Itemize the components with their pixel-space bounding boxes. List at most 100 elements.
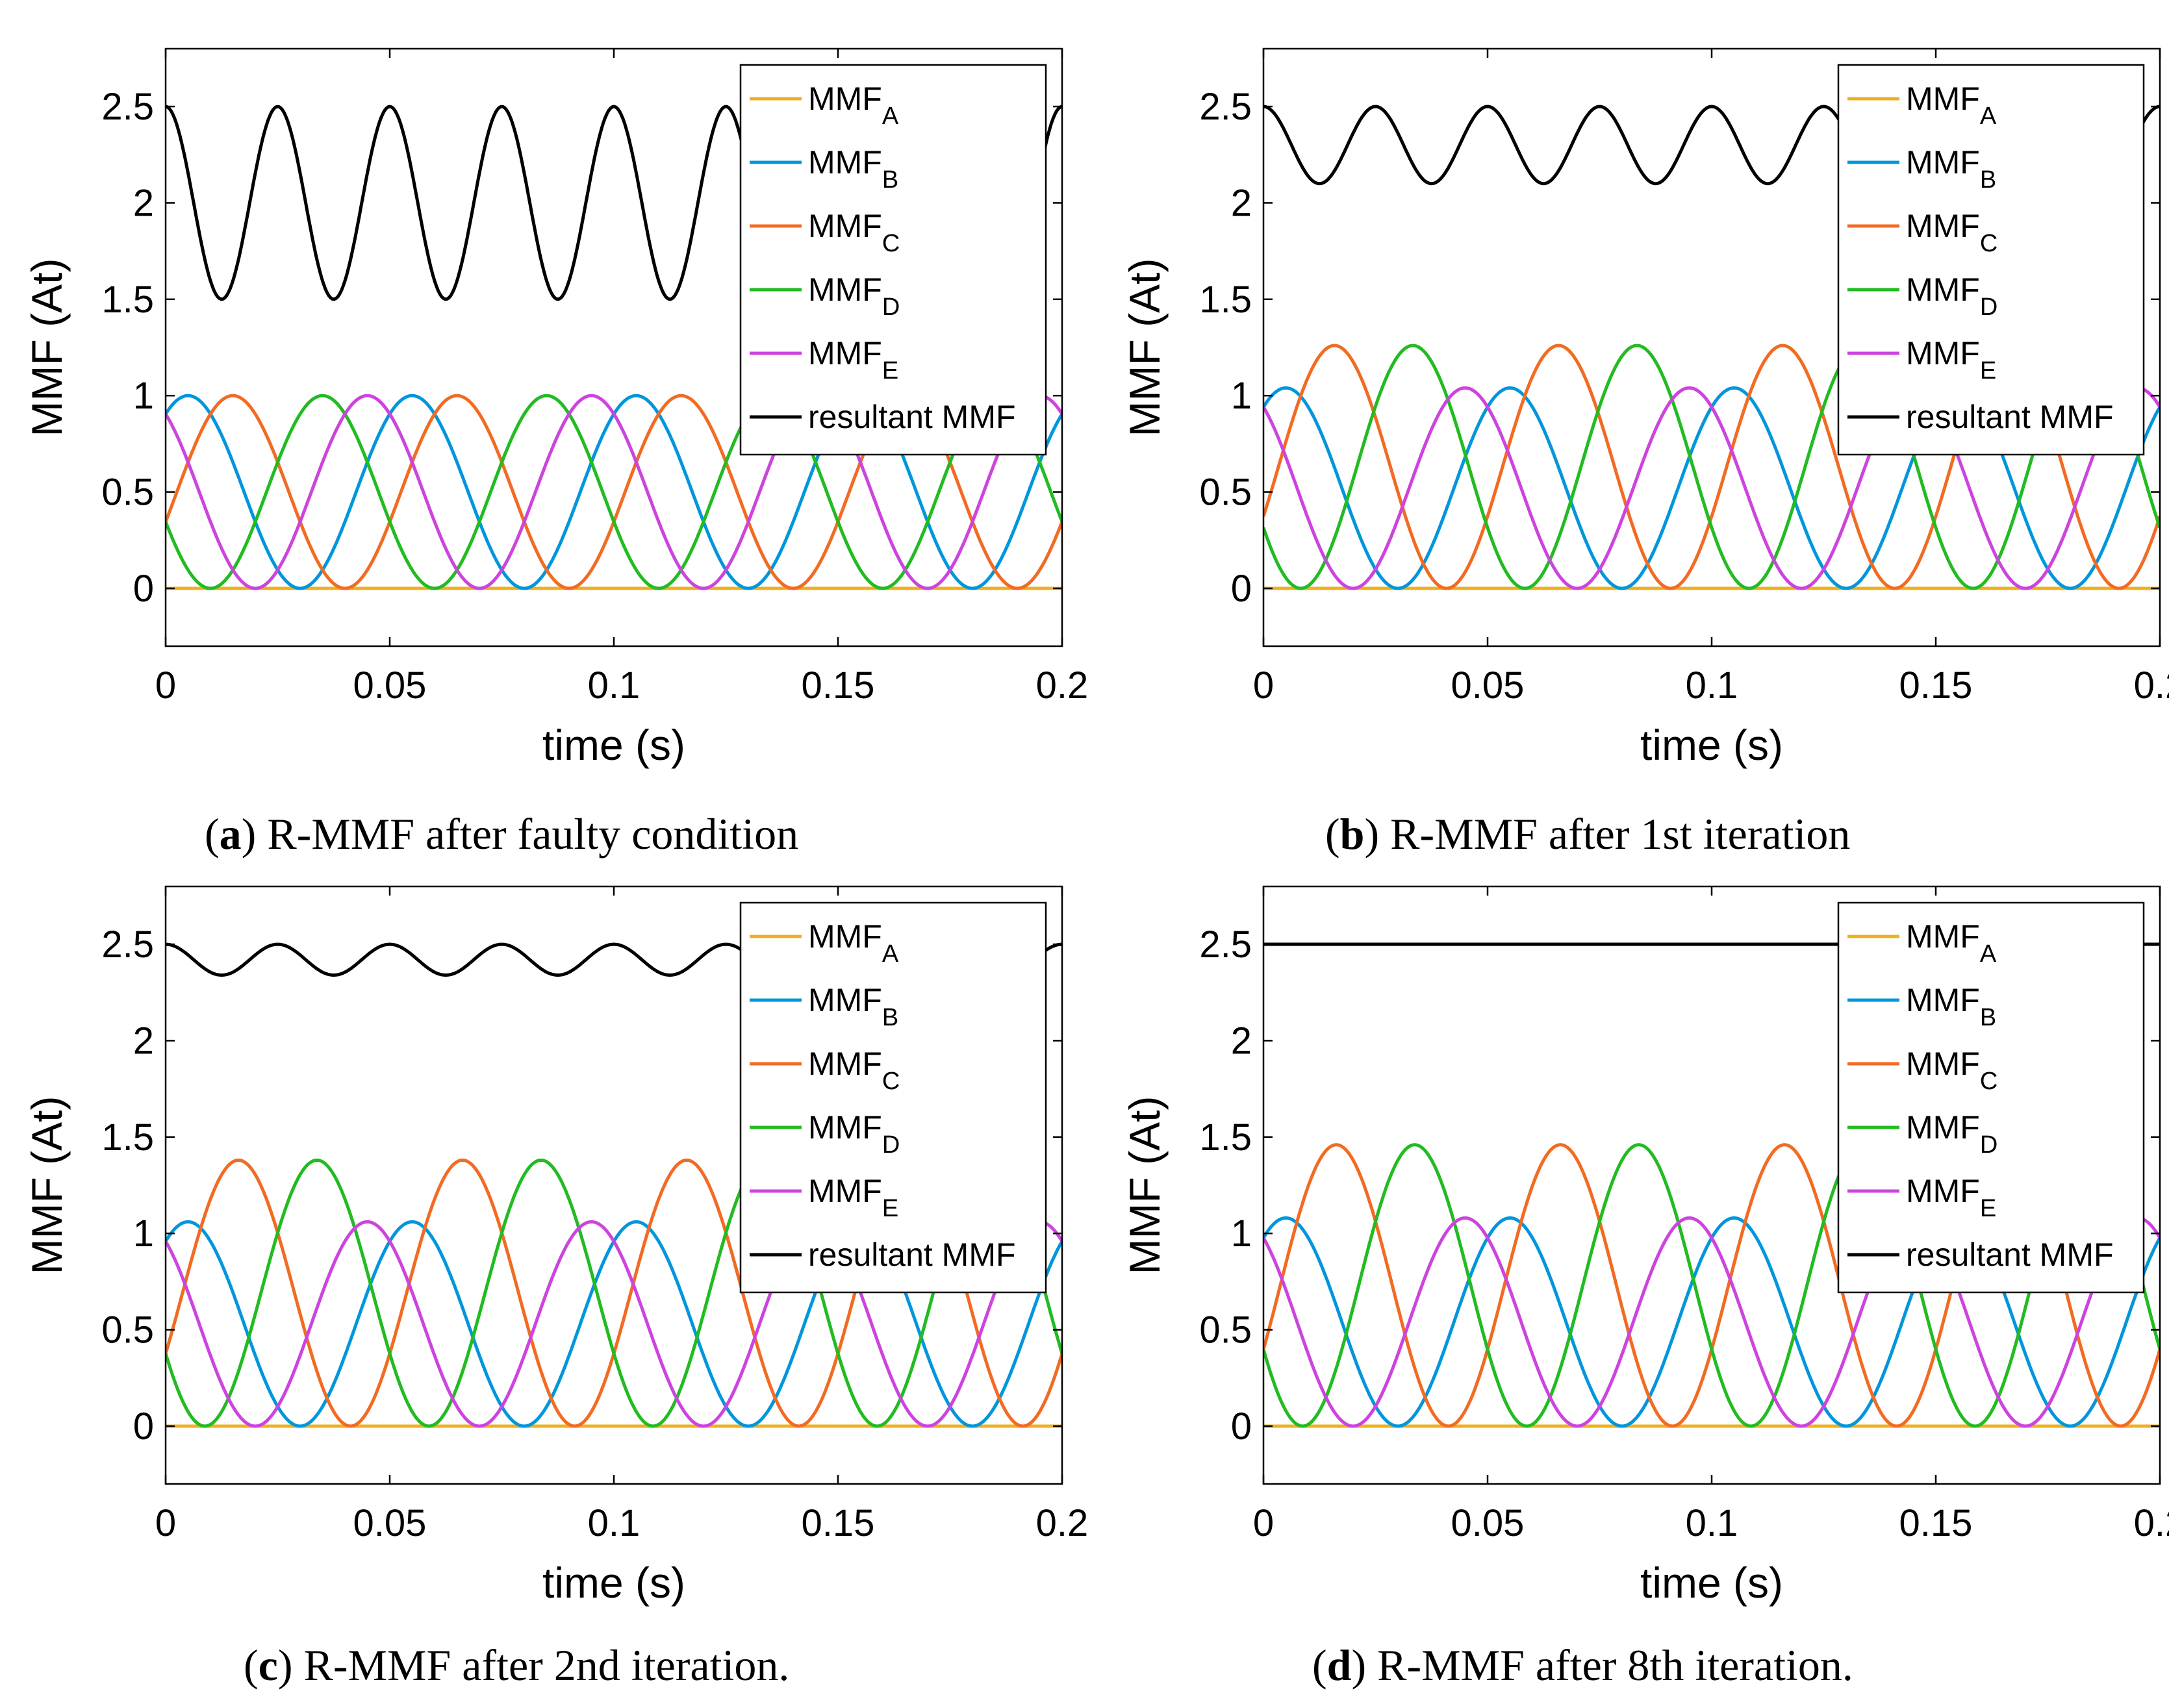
legend-label-mmf-b-c: MMFB xyxy=(808,982,898,1031)
caption-b-label: b xyxy=(1339,809,1365,859)
x-tick-label-c-1: 0.05 xyxy=(353,1502,427,1544)
legend-label-mmf-d-b: MMFD xyxy=(1906,271,1998,321)
x-tick-label-b-2: 0.1 xyxy=(1686,664,1738,707)
legend-label-resultant-mmf-d: resultant MMF xyxy=(1906,1237,2114,1273)
x-tick-label-c-0: 0 xyxy=(155,1502,176,1544)
series-group-c xyxy=(166,942,1062,1428)
y-tick-label-b-4: 2 xyxy=(1231,182,1252,224)
legend-label-main-mmf-a-c: MMF xyxy=(808,918,882,955)
x-axis-title-d: time (s) xyxy=(1640,1559,1783,1607)
legend-label-main-resultant-mmf-c: resultant MMF xyxy=(808,1237,1016,1273)
legend-label-sub-mmf-c-b: C xyxy=(1980,230,1998,257)
legend-label-main-mmf-c-b: MMF xyxy=(1906,208,1980,244)
x-tick-label-c-2: 0.1 xyxy=(588,1502,641,1544)
legend-label-sub-mmf-a-d: A xyxy=(1980,940,1997,968)
y-tick-label-c-3: 1.5 xyxy=(101,1116,154,1159)
y-axis-title-a: MMF (At) xyxy=(23,258,71,437)
legend-label-mmf-e-d: MMFE xyxy=(1906,1173,1996,1222)
legend-label-resultant-mmf-c: resultant MMF xyxy=(808,1237,1016,1273)
legend-label-sub-mmf-b-b: B xyxy=(1980,166,1996,194)
legend-label-mmf-c-d: MMFC xyxy=(1906,1046,1998,1095)
legend-label-sub-mmf-b-a: B xyxy=(882,166,898,194)
y-tick-label-a-0: 0 xyxy=(133,568,154,610)
x-axis-title-a: time (s) xyxy=(542,721,685,769)
y-tick-label-c-2: 1 xyxy=(133,1212,154,1255)
y-tick-label-d-0: 0 xyxy=(1231,1405,1252,1448)
x-tick-label-c-3: 0.15 xyxy=(802,1502,875,1544)
legend-label-main-mmf-b-b: MMF xyxy=(1906,144,1980,181)
legend-label-mmf-c-a: MMFC xyxy=(808,208,900,257)
x-tick-label-d-3: 0.15 xyxy=(1899,1502,1973,1544)
legend-label-sub-mmf-b-c: B xyxy=(882,1004,898,1031)
legend-label-main-resultant-mmf-b: resultant MMF xyxy=(1906,399,2114,435)
legend-label-main-mmf-d-a: MMF xyxy=(808,271,882,308)
legend-label-mmf-a-a: MMFA xyxy=(808,81,899,130)
caption-d-text: R-MMF after 8th iteration. xyxy=(1366,1640,1853,1690)
legend-label-main-mmf-a-a: MMF xyxy=(808,81,882,117)
legend-box-b xyxy=(1837,64,2145,456)
caption-a-text: R-MMF after faulty condition xyxy=(256,809,799,859)
legend-label-mmf-b-a: MMFB xyxy=(808,144,898,194)
panel-d-chart: 0 0.05 0.1 0.15 0.2 0 0.5 1 1.5 2 2.5 time (s) MMF (… xyxy=(1121,885,2169,1607)
legend-label-mmf-d-d: MMFD xyxy=(1906,1109,1998,1159)
caption-c: (c) R-MMF after 2nd iteration. xyxy=(244,1640,790,1690)
y-tick-label-b-5: 2.5 xyxy=(1199,86,1252,128)
legend-label-main-mmf-e-a: MMF xyxy=(808,335,882,371)
y-tick-label-b-1: 0.5 xyxy=(1199,471,1252,514)
y-tick-label-b-3: 1.5 xyxy=(1199,279,1252,321)
y-tick-label-d-3: 1.5 xyxy=(1199,1116,1252,1159)
legend-label-mmf-a-d: MMFA xyxy=(1906,918,1997,968)
legend-label-mmf-d-c: MMFD xyxy=(808,1109,900,1159)
legend-label-mmf-a-c: MMFA xyxy=(808,918,899,968)
series-line-mmf-e-a xyxy=(166,394,1062,590)
caption-c-label: c xyxy=(258,1640,278,1690)
legend-label-main-mmf-c-a: MMF xyxy=(808,208,882,244)
y-tick-label-d-4: 2 xyxy=(1231,1020,1252,1062)
x-tick-label-d-4: 0.2 xyxy=(2134,1502,2169,1544)
legend-label-sub-mmf-e-c: E xyxy=(882,1195,898,1222)
x-tick-label-b-3: 0.15 xyxy=(1899,664,1973,707)
legend-label-mmf-c-c: MMFC xyxy=(808,1046,900,1095)
x-tick-label-a-4: 0.2 xyxy=(1036,664,1089,707)
legend-label-main-mmf-e-c: MMF xyxy=(808,1173,882,1209)
legend-label-sub-mmf-a-a: A xyxy=(882,103,899,130)
legend-label-main-mmf-c-d: MMF xyxy=(1906,1046,1980,1082)
x-tick-label-d-2: 0.1 xyxy=(1686,1502,1738,1544)
legend-label-mmf-e-b: MMFE xyxy=(1906,335,1996,384)
y-tick-label-a-4: 2 xyxy=(133,182,154,224)
y-tick-label-d-2: 1 xyxy=(1231,1212,1252,1255)
legend-label-mmf-e-a: MMFE xyxy=(808,335,898,384)
legend-label-sub-mmf-b-d: B xyxy=(1980,1004,1996,1031)
x-tick-label-b-1: 0.05 xyxy=(1451,664,1525,707)
x-tick-label-b-4: 0.2 xyxy=(2134,664,2169,707)
x-tick-label-a-1: 0.05 xyxy=(353,664,427,707)
series-line-mmf-d-c xyxy=(166,1159,1062,1428)
legend-label-sub-mmf-c-d: C xyxy=(1980,1068,1998,1095)
y-tick-label-b-0: 0 xyxy=(1231,568,1252,610)
legend-label-sub-mmf-e-d: E xyxy=(1980,1195,1996,1222)
series-group-d xyxy=(1263,942,2160,1428)
caption-b: (b) R-MMF after 1st iteration xyxy=(1325,809,1851,859)
x-tick-label-d-1: 0.05 xyxy=(1451,1502,1525,1544)
legend-label-mmf-b-b: MMFB xyxy=(1906,144,1996,194)
x-tick-label-d-0: 0 xyxy=(1253,1502,1274,1544)
legend-label-main-mmf-c-c: MMF xyxy=(808,1046,882,1082)
legend-label-main-mmf-d-d: MMF xyxy=(1906,1109,1980,1146)
series-line-mmf-d-b xyxy=(1263,344,2160,590)
y-tick-label-d-1: 0.5 xyxy=(1199,1309,1252,1351)
legend-label-sub-mmf-d-c: D xyxy=(882,1131,900,1159)
x-axis-title-b: time (s) xyxy=(1640,721,1783,769)
y-axis-title-c: MMF (At) xyxy=(23,1096,71,1275)
legend-label-sub-mmf-d-a: D xyxy=(882,294,900,321)
series-line-mmf-e-b xyxy=(1263,386,2160,590)
caption-d-label: d xyxy=(1326,1640,1352,1690)
x-tick-label-b-0: 0 xyxy=(1253,664,1274,707)
legend-label-mmf-d-a: MMFD xyxy=(808,271,900,321)
legend-label-mmf-b-d: MMFB xyxy=(1906,982,1996,1031)
y-axis-title-d: MMF (At) xyxy=(1121,1096,1169,1275)
legend-label-main-mmf-d-c: MMF xyxy=(808,1109,882,1146)
